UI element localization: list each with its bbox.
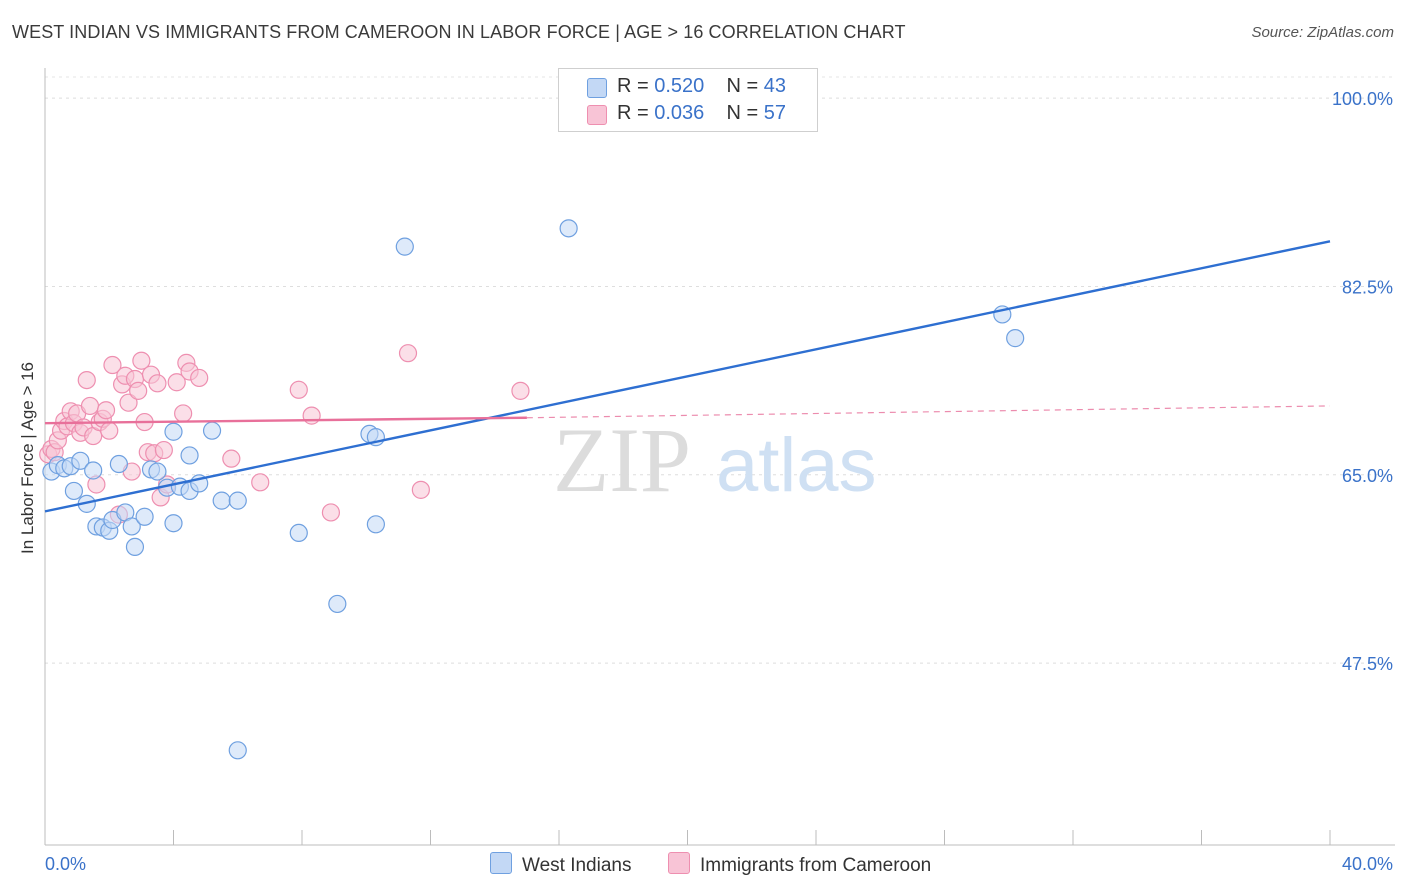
point-blue-30 xyxy=(289,523,308,543)
bottom-legend-swatch-pink xyxy=(668,852,690,874)
point-pink-45 xyxy=(302,406,321,425)
point-blue-38 xyxy=(1006,329,1025,348)
point-blue-18 xyxy=(148,462,167,481)
legend-swatch-blue xyxy=(587,78,607,98)
point-blue-21 xyxy=(164,422,183,441)
point-pink-42 xyxy=(222,449,241,468)
bottom-legend-swatch-blue xyxy=(490,852,512,874)
point-pink-33 xyxy=(148,374,167,393)
point-pink-19 xyxy=(100,421,119,440)
series-cameroon xyxy=(39,344,530,524)
point-pink-43 xyxy=(251,473,270,492)
y-tick-label-3: 100.0% xyxy=(1332,89,1393,109)
x-tick-label-max: 40.0% xyxy=(1342,854,1393,874)
point-blue-28 xyxy=(228,491,247,510)
point-pink-35 xyxy=(154,440,173,460)
point-pink-27 xyxy=(129,381,148,400)
trend-line-blue xyxy=(44,240,1331,513)
chart-title: WEST INDIAN VS IMMIGRANTS FROM CAMEROON … xyxy=(12,22,906,42)
point-pink-48 xyxy=(411,480,430,499)
stats-legend: R = 0.520 N = 43 R = 0.036 N = 57 xyxy=(558,68,818,132)
trend-line-pink xyxy=(44,416,527,425)
point-blue-27 xyxy=(212,491,231,510)
point-pink-47 xyxy=(398,344,418,363)
point-blue-14 xyxy=(122,517,141,536)
point-pink-41 xyxy=(190,368,209,388)
point-blue-24 xyxy=(180,446,199,465)
point-pink-49 xyxy=(511,381,530,400)
point-blue-16 xyxy=(135,507,154,526)
point-pink-38 xyxy=(174,404,193,423)
bottom-legend-west-indians: West Indians xyxy=(490,852,631,877)
y-tick-label-1: 65.0% xyxy=(1342,466,1393,486)
watermark: ZIP atlas xyxy=(553,409,877,511)
point-blue-12 xyxy=(109,454,128,474)
y-tick-labels: 47.5% 65.0% 82.5% 100.0% xyxy=(1332,89,1393,674)
legend-swatch-pink xyxy=(587,105,607,125)
y-axis-label: In Labor Force | Age > 16 xyxy=(18,361,37,555)
point-pink-13 xyxy=(80,396,100,416)
point-blue-29 xyxy=(228,741,247,760)
point-pink-12 xyxy=(77,370,96,390)
point-pink-37 xyxy=(167,373,186,392)
x-tick-label-min: 0.0% xyxy=(45,854,86,874)
point-blue-26 xyxy=(202,421,222,440)
source-label: Source: ZipAtlas.com xyxy=(1251,24,1394,41)
point-blue-31 xyxy=(328,594,347,614)
point-blue-5 xyxy=(71,451,90,470)
point-pink-20 xyxy=(103,355,122,375)
legend-stats-pink: R = 0.036 N = 57 xyxy=(617,102,787,124)
trend-lines xyxy=(44,240,1331,513)
point-blue-20 xyxy=(164,514,183,533)
y-tick-label-2: 82.5% xyxy=(1342,277,1393,297)
x-ticks xyxy=(44,830,1331,845)
point-blue-4 xyxy=(64,481,84,501)
point-pink-44 xyxy=(289,380,308,399)
point-blue-15 xyxy=(125,537,145,556)
legend-stats-blue: R = 0.520 N = 43 xyxy=(617,75,787,97)
watermark-zip: ZIP xyxy=(553,409,691,511)
point-blue-7 xyxy=(84,461,103,480)
trend-extension-pink xyxy=(526,405,1331,419)
point-pink-46 xyxy=(321,503,341,522)
point-blue-34 xyxy=(366,515,385,534)
series-west-indians xyxy=(42,219,1025,760)
watermark-atlas: atlas xyxy=(716,423,877,508)
point-blue-36 xyxy=(559,219,578,238)
point-pink-18 xyxy=(96,401,116,420)
bottom-legend-cameroon: Immigrants from Cameroon xyxy=(668,852,931,877)
point-pink-28 xyxy=(132,351,151,370)
point-blue-35 xyxy=(395,237,414,256)
y-tick-label-0: 47.5% xyxy=(1342,654,1393,674)
x-tick-labels: 0.0% 40.0% xyxy=(45,854,1393,874)
point-pink-24 xyxy=(119,393,138,412)
